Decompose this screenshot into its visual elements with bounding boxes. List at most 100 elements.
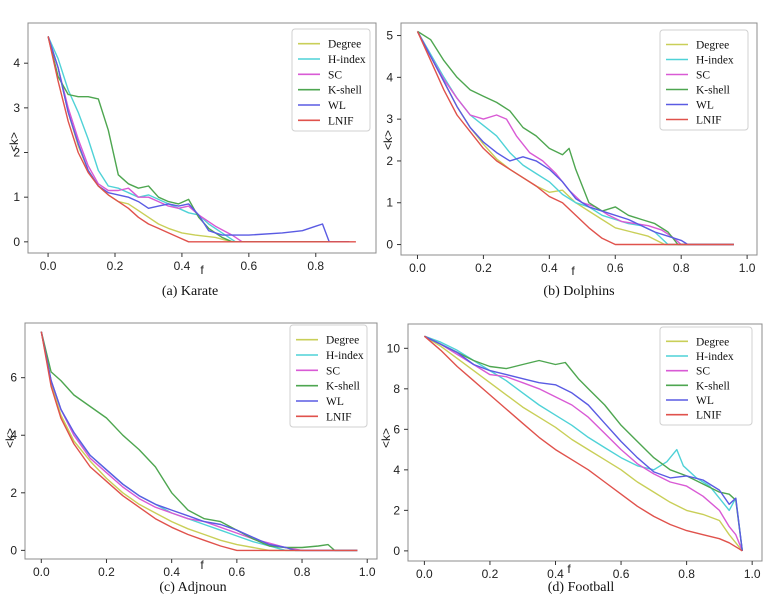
- legend-label: WL: [696, 395, 714, 407]
- chart-caption: (a) Karate: [161, 284, 219, 299]
- x-tick-label: 0.6: [229, 565, 246, 579]
- legend-label: SC: [696, 70, 710, 82]
- legend: Degree H-index SC K-shell WL LNIF: [291, 28, 371, 132]
- chart-dolphins: 0.0 0.2 0.4 0.6 0.8 1.0 0 1 2 3 4 5 f <k> Degree H-inde…: [381, 22, 758, 278]
- legend-label: WL: [328, 100, 346, 112]
- x-tick-label: 0.4: [541, 261, 558, 275]
- x-tick-label: 0.2: [107, 259, 124, 273]
- legend: Degree H-index SC K-shell WL LNIF: [659, 326, 753, 426]
- legend-label: K-shell: [696, 85, 730, 97]
- legend-label: H-index: [696, 55, 734, 67]
- series-line-lnif: [423, 335, 743, 552]
- y-tick-label: 0: [10, 543, 17, 557]
- legend-label: LNIF: [696, 115, 722, 127]
- x-tick-label: 0.4: [174, 259, 191, 273]
- x-tick-label: 0.4: [547, 567, 564, 581]
- y-tick-label: 4: [10, 428, 17, 442]
- series-line-degree: [40, 331, 358, 552]
- chart-karate: 0.0 0.2 0.4 0.6 0.8 0 1 2 3 4 f <k> Degree H-index SC K…: [7, 22, 377, 277]
- series-line-lnif: [416, 31, 734, 246]
- chart-panel-football: 0.0 0.2 0.4 0.6 0.8 1.0 0 2 4 6 8 10 f <k> Degree H-ind…: [379, 312, 768, 604]
- x-tick-label: 0.6: [241, 259, 258, 273]
- chart-caption: (b) Dolphins: [543, 284, 615, 299]
- legend-label: H-index: [326, 350, 364, 362]
- series-line-h-index: [47, 36, 350, 243]
- x-tick-label: 0.0: [409, 261, 426, 275]
- legend-label: SC: [696, 366, 710, 378]
- series-line-lnif: [40, 331, 358, 552]
- y-tick-label: 0: [393, 544, 400, 558]
- x-tick-label: 0.8: [678, 567, 695, 581]
- y-tick-label: 2: [13, 146, 20, 160]
- chart-football: 0.0 0.2 0.4 0.6 0.8 1.0 0 2 4 6 8 10 f <k> Degree H-ind…: [379, 323, 763, 581]
- series-line-sc: [40, 331, 358, 552]
- chart-caption: (d) Football: [547, 580, 615, 595]
- legend-label: K-shell: [696, 380, 730, 392]
- x-axis-label: f: [567, 562, 571, 576]
- legend-label: K-shell: [328, 85, 362, 97]
- x-tick-label: 0.8: [307, 259, 324, 273]
- series-line-wl: [416, 31, 734, 246]
- x-tick-label: 0.0: [416, 567, 433, 581]
- y-tick-label: 4: [386, 70, 393, 84]
- y-axis-label: <k>: [7, 132, 21, 152]
- y-tick-label: 4: [393, 463, 400, 477]
- y-axis-label: <k>: [3, 428, 17, 448]
- x-tick-label: 1.0: [359, 565, 376, 579]
- y-tick-label: 10: [387, 341, 401, 355]
- chart-panel-dolphins: 0.0 0.2 0.4 0.6 0.8 1.0 0 1 2 3 4 5 f <k> Degree H-inde…: [381, 0, 768, 302]
- legend-label: H-index: [328, 54, 366, 66]
- x-tick-label: 0.6: [607, 261, 624, 275]
- series-line-k-shell: [40, 331, 358, 552]
- x-tick-label: 0.2: [98, 565, 115, 579]
- y-tick-label: 3: [13, 101, 20, 115]
- legend-label: Degree: [696, 40, 729, 52]
- legend-label: LNIF: [328, 115, 354, 127]
- series-line-lnif: [47, 36, 356, 243]
- legend: Degree H-index SC K-shell WL LNIF: [289, 324, 368, 428]
- series-line-sc: [47, 36, 350, 243]
- series-line-k-shell: [47, 36, 350, 243]
- legend-label: SC: [326, 365, 340, 377]
- legend-label: SC: [328, 69, 342, 81]
- legend-label: H-index: [696, 351, 734, 363]
- legend-label: K-shell: [326, 381, 360, 393]
- y-tick-label: 2: [386, 154, 393, 168]
- x-tick-label: 1.0: [744, 567, 761, 581]
- series-line-k-shell: [417, 30, 734, 246]
- legend-label: WL: [696, 100, 714, 112]
- y-tick-label: 1: [386, 196, 393, 210]
- x-tick-label: 0.2: [482, 567, 499, 581]
- x-tick-label: 0.2: [475, 261, 492, 275]
- series-line-wl: [40, 331, 358, 552]
- y-tick-label: 2: [10, 486, 17, 500]
- legend-label: Degree: [326, 335, 359, 347]
- x-axis-label: f: [571, 264, 575, 278]
- legend-label: LNIF: [326, 411, 352, 423]
- y-tick-label: 0: [386, 238, 393, 252]
- x-axis-label: f: [200, 558, 204, 572]
- x-tick-label: 0.6: [613, 567, 630, 581]
- y-tick-label: 6: [393, 422, 400, 436]
- y-axis-label: <k>: [381, 130, 395, 150]
- x-tick-label: 0.4: [163, 565, 180, 579]
- chart-panel-adjnoun: 0.0 0.2 0.4 0.6 0.8 1.0 0 2 4 6 f <k> Degree H-index S…: [0, 312, 384, 604]
- legend-label: WL: [326, 396, 344, 408]
- legend-label: LNIF: [696, 410, 722, 422]
- y-axis-label: <k>: [379, 428, 393, 448]
- chart-adjnoun: 0.0 0.2 0.4 0.6 0.8 1.0 0 2 4 6 f <k> Degree H-index S…: [3, 322, 378, 579]
- y-tick-label: 1: [13, 190, 20, 204]
- series-line-wl: [424, 335, 743, 551]
- legend: Degree H-index SC K-shell WL LNIF: [659, 29, 749, 131]
- y-tick-label: 8: [393, 382, 400, 396]
- x-tick-label: 0.0: [33, 565, 50, 579]
- x-tick-label: 1.0: [739, 261, 756, 275]
- series-line-wl: [47, 36, 350, 243]
- y-tick-label: 6: [10, 371, 17, 385]
- series-line-sc: [416, 31, 734, 246]
- chart-caption: (c) Adjnoun: [159, 580, 227, 595]
- y-tick-label: 3: [386, 112, 393, 126]
- series-line-k-shell: [424, 335, 743, 551]
- y-tick-label: 0: [13, 235, 20, 249]
- y-tick-label: 5: [386, 29, 393, 43]
